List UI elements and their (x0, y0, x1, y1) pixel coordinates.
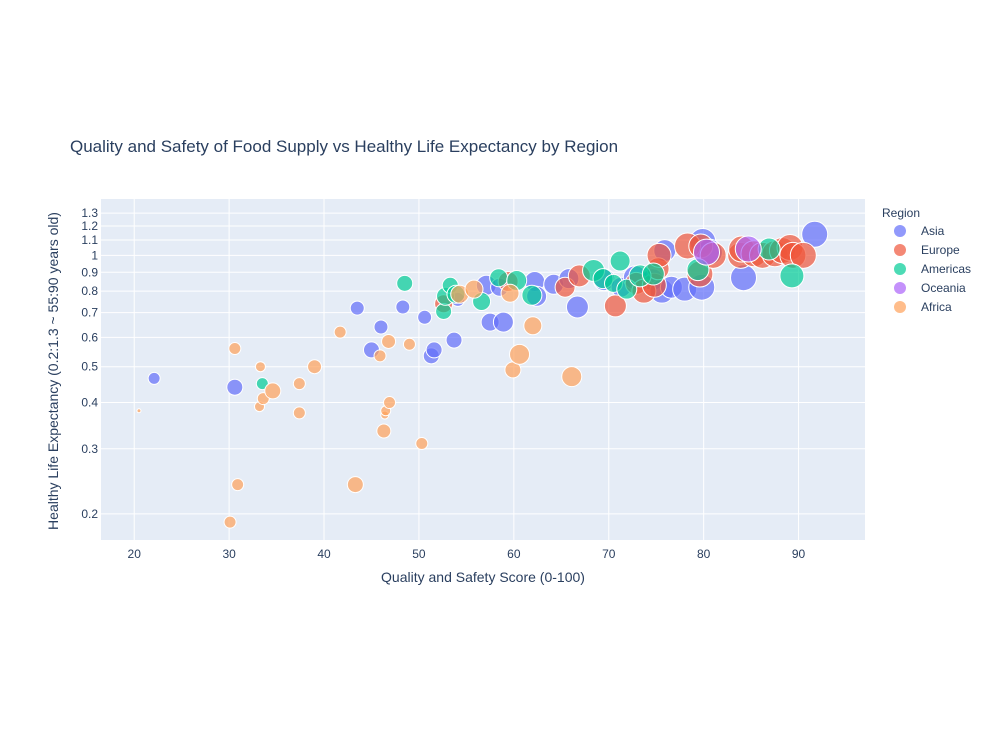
data-point (383, 396, 397, 410)
data-point (373, 349, 387, 363)
data-point (395, 299, 411, 315)
data-point (425, 341, 443, 359)
data-point (603, 294, 627, 318)
data-point (376, 423, 392, 439)
series-oceania (693, 235, 762, 266)
y-tick-label: 0.4 (81, 396, 98, 410)
x-tick-label: 50 (412, 547, 426, 561)
data-point (228, 341, 242, 355)
legend-item-europe[interactable]: Europe (894, 243, 960, 257)
data-point (254, 361, 266, 373)
legend-label: Oceania (921, 281, 966, 295)
data-point (373, 319, 389, 335)
legend-marker (894, 225, 906, 237)
data-point (565, 295, 589, 319)
legend-marker (894, 282, 906, 294)
data-point (561, 366, 583, 388)
data-point (521, 284, 543, 306)
data-point (231, 478, 245, 492)
data-point (417, 309, 433, 325)
data-point (734, 235, 762, 263)
data-point (381, 333, 397, 349)
data-point (349, 300, 365, 316)
data-point (779, 263, 805, 289)
data-point (264, 382, 282, 400)
legend-marker (894, 244, 906, 256)
data-point (616, 278, 638, 300)
y-tick-label: 0.2 (81, 507, 98, 521)
data-point (402, 337, 416, 351)
data-point (346, 476, 364, 494)
x-tick-label: 90 (792, 547, 806, 561)
data-point (730, 264, 758, 292)
x-tick-label: 40 (317, 547, 331, 561)
series-africa (136, 279, 583, 529)
legend-marker (894, 301, 906, 313)
y-tick-label: 1 (91, 248, 98, 262)
data-point (226, 378, 244, 396)
data-point (136, 408, 142, 414)
data-point (396, 274, 414, 292)
y-tick-label: 0.6 (81, 330, 98, 344)
data-point (292, 406, 306, 420)
data-point (292, 377, 306, 391)
data-point (789, 241, 817, 269)
x-tick-label: 70 (602, 547, 616, 561)
y-tick-label: 0.9 (81, 265, 98, 279)
y-tick-label: 0.8 (81, 284, 98, 298)
data-point (609, 250, 631, 272)
data-point (500, 283, 520, 303)
legend: Region Asia Europe Americas Oceania Africa (882, 206, 971, 314)
data-point (255, 377, 269, 391)
data-point (307, 359, 323, 375)
data-point (641, 262, 665, 286)
x-tick-label: 60 (507, 547, 521, 561)
legend-label: Asia (921, 224, 945, 238)
x-tick-label: 20 (128, 547, 142, 561)
data-point (509, 343, 531, 365)
legend-label: Africa (921, 300, 952, 314)
x-tick-label: 30 (222, 547, 236, 561)
y-tick-label: 0.3 (81, 442, 98, 456)
legend-item-asia[interactable]: Asia (894, 224, 945, 238)
data-point (333, 325, 347, 339)
y-tick-labels: 0.2 0.3 0.4 0.5 0.6 0.7 0.8 0.9 11.11.21.3 (81, 206, 98, 521)
x-axis-title: Quality and Safety Score (0-100) (381, 569, 585, 585)
data-point (435, 302, 453, 320)
data-points (136, 220, 829, 529)
y-tick-label: 1.1 (81, 233, 98, 247)
legend-item-americas[interactable]: Americas (894, 262, 971, 276)
data-point (693, 238, 721, 266)
data-point (801, 220, 829, 248)
chart-title: Quality and Safety of Food Supply vs Hea… (70, 137, 618, 156)
data-point (147, 371, 161, 385)
legend-title: Region (882, 206, 920, 220)
data-point (492, 311, 514, 333)
data-point (223, 515, 237, 529)
legend-item-oceania[interactable]: Oceania (894, 281, 966, 295)
data-point (464, 279, 484, 299)
legend-marker (894, 263, 906, 275)
y-axis-title: Healthy Life Expectancy (0.2:1.3 ~ 55:90… (45, 212, 61, 530)
y-tick-label: 1.3 (81, 206, 98, 220)
y-tick-label: 1.2 (81, 219, 98, 233)
data-point (489, 268, 509, 288)
x-tick-labels: 20 30 40 50 60 70 80 90 (128, 547, 806, 561)
y-tick-label: 0.7 (81, 306, 98, 320)
data-point (445, 331, 463, 349)
y-tick-label: 0.5 (81, 360, 98, 374)
data-point (415, 436, 429, 450)
legend-label: Americas (921, 262, 971, 276)
legend-label: Europe (921, 243, 960, 257)
legend-item-africa[interactable]: Africa (894, 300, 952, 314)
x-tick-label: 80 (697, 547, 711, 561)
data-point (523, 316, 543, 336)
